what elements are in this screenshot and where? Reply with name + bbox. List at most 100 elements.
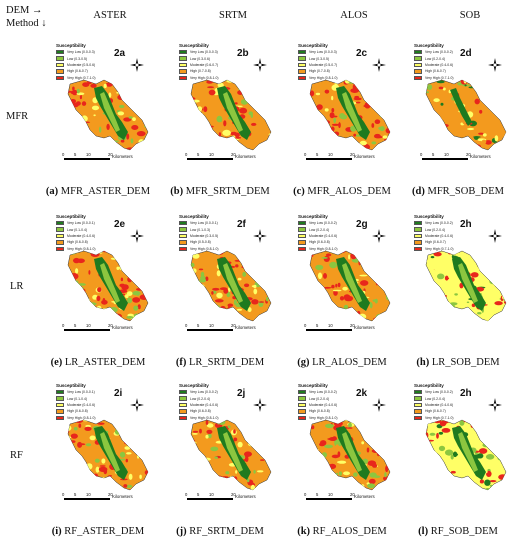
class-patch: [338, 122, 341, 129]
class-patch: [77, 441, 83, 448]
legend-swatch-high: [298, 409, 306, 414]
column-header-srtm: SRTM: [219, 10, 247, 21]
legend-swatch-very-high: [298, 246, 306, 251]
panel-id-label: 2b: [237, 48, 249, 59]
class-patch: [207, 86, 215, 89]
legend-label: Moderate (0.3-0.5): [190, 233, 219, 238]
class-patch: [201, 458, 206, 464]
legend-label: Moderate (0.4-0.6): [190, 402, 219, 407]
legend-label: Low (0.2-0.4): [425, 396, 445, 401]
class-patch: [92, 136, 98, 142]
class-patch: [364, 458, 367, 462]
class-patch: [447, 103, 455, 107]
legend-title: Susceptibility: [179, 383, 209, 388]
scale-bar-line: [187, 498, 233, 500]
scale-unit-label: Kilometers: [112, 154, 133, 159]
scale-bar: 0 5 10 20 Kilometers: [304, 492, 375, 502]
class-patch: [83, 147, 93, 150]
class-patch: [493, 463, 503, 468]
class-patch: [467, 143, 476, 149]
class-patch: [426, 471, 429, 478]
class-patch: [138, 85, 146, 89]
class-patch: [361, 441, 365, 445]
legend-label: Very Low (0.0-0.3): [309, 50, 337, 55]
class-patch: [473, 83, 476, 88]
class-patch: [93, 114, 96, 117]
legend-entry: High (0.6-0.8): [56, 239, 120, 245]
legend-swatch-high: [56, 240, 64, 245]
class-patch: [485, 306, 495, 311]
class-patch: [485, 454, 495, 460]
class-patch: [310, 139, 313, 144]
legend-entry: Moderate (0.5-0.7): [298, 62, 362, 68]
class-patch: [429, 432, 436, 436]
class-patch: [310, 446, 316, 448]
class-patch: [253, 288, 258, 295]
class-patch: [87, 302, 97, 306]
class-patch: [245, 417, 250, 419]
class-patch: [382, 103, 390, 110]
class-patch: [378, 146, 385, 150]
class-patch: [328, 437, 337, 441]
class-patch: [82, 304, 91, 307]
legend-entry: Very Low (0.0-0.2): [414, 49, 478, 55]
class-patch: [494, 278, 501, 284]
class-patch: [97, 287, 102, 293]
class-patch: [321, 257, 328, 259]
legend-title: Susceptibility: [298, 43, 328, 48]
class-patch: [310, 301, 318, 306]
class-patch: [229, 482, 233, 486]
class-patch: [200, 125, 208, 132]
class-patch: [264, 89, 267, 95]
class-patch: [265, 99, 271, 104]
dem-method-header: DEM → Method ↓: [6, 4, 47, 30]
class-patch: [382, 251, 387, 253]
class-patch: [314, 448, 319, 453]
class-patch: [494, 270, 502, 275]
column-header-sob: SOB: [459, 10, 481, 21]
panel-caption: (l) RF_SOB_DEM: [396, 526, 516, 537]
class-patch: [385, 465, 389, 473]
class-patch: [127, 313, 134, 317]
panel-id-label: 2g: [356, 219, 368, 230]
legend-swatch-high: [179, 69, 187, 74]
scale-bar-line: [187, 158, 233, 160]
legend-entry: Very High (0.7-1.0): [414, 246, 478, 252]
legend-label: Very Low (0.0-0.1): [67, 221, 95, 226]
class-patch: [504, 259, 506, 265]
scale-bar: 0 5 10 20 Kilometers: [304, 152, 375, 162]
class-patch: [105, 82, 113, 87]
legend-label: Low (0.3-0.5): [309, 56, 329, 61]
legend-entry: Very High (0.8-1.0): [56, 415, 120, 421]
class-patch: [250, 113, 253, 118]
column-header-alos: ALOS: [340, 10, 368, 21]
north-arrow-icon: [253, 58, 267, 72]
legend-label: High (0.7-0.8): [309, 69, 330, 74]
legend-swatch-moderate: [298, 62, 306, 68]
class-patch: [257, 435, 263, 442]
map-panel-lr-aster-dem: Susceptibility Very Low (0.0-0.1) Low (0.1…: [52, 211, 156, 339]
class-patch: [196, 138, 199, 142]
class-patch: [85, 443, 92, 447]
legend-label: Very Low (0.0-0.2): [425, 221, 453, 226]
class-patch: [367, 80, 373, 86]
legend-entry: Moderate (0.4-0.6): [414, 62, 478, 68]
legend-swatch-high: [179, 240, 187, 245]
class-patch: [97, 422, 105, 425]
class-patch: [203, 106, 208, 113]
caption-letter: (g): [297, 357, 310, 368]
class-patch: [491, 263, 499, 269]
legend-label: Very High (0.8-1.0): [190, 415, 219, 420]
row-header-rf: RF: [10, 450, 23, 461]
class-patch: [389, 295, 390, 303]
class-patch: [311, 138, 320, 143]
class-patch: [389, 120, 390, 127]
class-patch: [324, 465, 330, 469]
valley-low-zone: [223, 92, 243, 132]
legend-label: Very High (0.8-1.0): [309, 75, 338, 80]
class-patch: [485, 290, 489, 296]
legend-label: Very High (0.8-1.0): [309, 246, 338, 251]
legend-entry: High (0.7-0.8): [298, 68, 362, 74]
class-patch: [130, 138, 134, 144]
class-patch: [120, 424, 130, 430]
